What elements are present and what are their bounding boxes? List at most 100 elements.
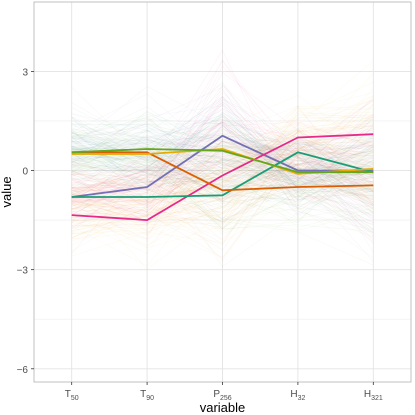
- background-line: [71, 144, 374, 186]
- background-line: [71, 118, 374, 175]
- background-line: [71, 158, 374, 236]
- background-line: [71, 130, 374, 193]
- background-line: [71, 144, 374, 220]
- background-line: [71, 138, 374, 240]
- background-line: [71, 119, 374, 234]
- background-line: [71, 141, 374, 213]
- background-line: [71, 124, 374, 226]
- x-tick-label-subscript: 256: [220, 395, 232, 402]
- background-line: [71, 91, 374, 223]
- background-line: [71, 140, 374, 200]
- background-line: [71, 141, 374, 216]
- background-line: [71, 147, 374, 199]
- y-tick-label: −3: [17, 266, 29, 277]
- background-line: [71, 148, 374, 208]
- background-line: [71, 130, 374, 207]
- background-line: [71, 122, 374, 234]
- background-line: [71, 138, 374, 216]
- background-line: [71, 122, 374, 254]
- background-line: [71, 134, 374, 228]
- background-line: [71, 147, 374, 175]
- background-line: [71, 148, 374, 238]
- background-line: [71, 153, 374, 193]
- background-line: [71, 145, 374, 241]
- background-line: [71, 140, 374, 204]
- background-line: [71, 87, 374, 208]
- series-line-2: [71, 133, 374, 222]
- x-tick-label-subscript: 32: [298, 395, 306, 402]
- background-line: [71, 112, 374, 188]
- background-line: [71, 119, 374, 221]
- background-line: [71, 140, 374, 217]
- background-line: [71, 150, 374, 223]
- background-line: [71, 133, 374, 200]
- series-line-6: [71, 148, 374, 174]
- background-line: [71, 140, 374, 225]
- background-line: [71, 126, 374, 183]
- background-line: [71, 116, 374, 203]
- background-line: [71, 108, 374, 184]
- background-line: [71, 121, 374, 212]
- background-line: [71, 169, 374, 204]
- background-line: [71, 143, 374, 221]
- background-line: [71, 152, 374, 209]
- background-line: [71, 130, 374, 224]
- background-line: [71, 130, 374, 205]
- background-line: [71, 138, 374, 231]
- background-line: [71, 136, 374, 207]
- background-line: [71, 123, 374, 234]
- x-tick-label: H321: [364, 389, 383, 402]
- background-line: [71, 169, 374, 213]
- background-line: [71, 120, 374, 196]
- background-line: [71, 105, 374, 249]
- background-line: [71, 123, 374, 218]
- background-line: [71, 125, 374, 217]
- y-axis-ticks: 3 0 −3 −6: [17, 67, 34, 376]
- background-line: [71, 95, 374, 226]
- background-line: [71, 118, 374, 186]
- background-line: [71, 137, 374, 177]
- background-line: [71, 114, 374, 248]
- background-line: [71, 60, 374, 213]
- background-line: [71, 128, 374, 212]
- background-line: [71, 164, 374, 225]
- background-line: [71, 144, 374, 192]
- background-line: [71, 145, 374, 230]
- background-line: [71, 131, 374, 234]
- background-line: [71, 173, 374, 201]
- background-line: [71, 146, 374, 186]
- background-line: [71, 105, 374, 173]
- background-line: [71, 139, 374, 170]
- x-axis-ticks: T50 T90 P256 H32 H321: [65, 382, 383, 402]
- background-line: [71, 153, 374, 192]
- background-line: [71, 127, 374, 150]
- background-line: [71, 99, 374, 215]
- background-line: [71, 144, 374, 225]
- background-line: [71, 154, 374, 200]
- background-line: [71, 156, 374, 199]
- background-line: [71, 146, 374, 209]
- background-line: [71, 124, 374, 215]
- background-line: [71, 82, 374, 191]
- background-line: [71, 113, 374, 253]
- background-line: [71, 125, 374, 202]
- background-line: [71, 115, 374, 217]
- background-line: [71, 99, 374, 210]
- background-line: [71, 161, 374, 208]
- background-line: [71, 172, 374, 229]
- background-line: [71, 100, 374, 187]
- background-line: [71, 71, 374, 216]
- background-line: [71, 153, 374, 259]
- background-line: [71, 141, 374, 185]
- background-line: [71, 136, 374, 186]
- background-line: [71, 103, 374, 231]
- background-line: [71, 116, 374, 202]
- background-line: [71, 169, 374, 214]
- background-line: [71, 115, 374, 236]
- series-line-3: [71, 151, 374, 198]
- background-line: [71, 84, 374, 209]
- background-line: [71, 145, 374, 221]
- background-line: [71, 136, 374, 187]
- background-line: [71, 115, 374, 186]
- background-line: [71, 105, 374, 205]
